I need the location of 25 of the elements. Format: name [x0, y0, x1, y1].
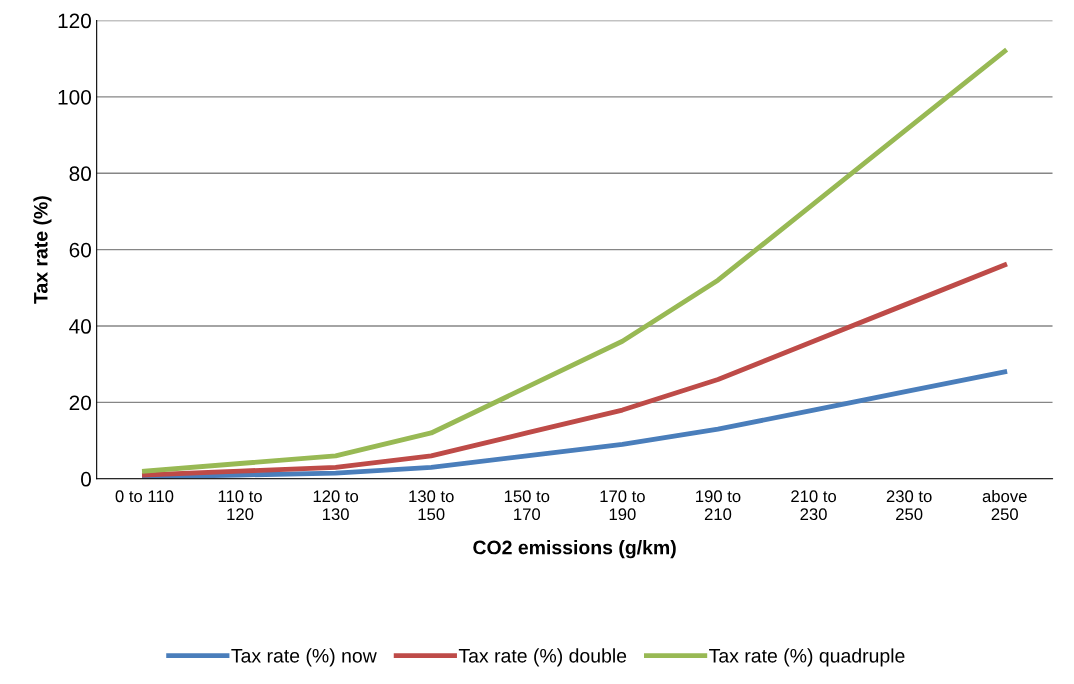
x-tick-label: 190 to 210: [696, 490, 741, 521]
y-tick-label: 40: [69, 319, 91, 334]
y-axis-title: Tax rate (%): [33, 196, 52, 304]
y-tick-label: 120: [58, 13, 91, 29]
y-tick-label: 80: [69, 166, 91, 182]
x-tick-label: 0 to 110: [115, 490, 174, 503]
x-axis-title: CO2 emissions (g/km): [473, 540, 676, 559]
x-tick-label: 150 to 170: [504, 490, 550, 521]
x-tick-label: 110 to 120: [218, 490, 262, 521]
x-tick-label: 120 to 130: [313, 490, 359, 521]
y-tick-label: 100: [58, 89, 91, 105]
line-series: [142, 262, 1008, 478]
y-tick-label: 20: [69, 395, 91, 411]
x-tick-label: 130 to 150: [409, 490, 454, 521]
line-series: [142, 369, 1008, 479]
x-tick-label: above 250: [982, 489, 1027, 521]
y-tick-label: 0: [81, 471, 91, 487]
legend-label: Tax rate (%) quadruple: [709, 648, 905, 667]
line-series: [142, 48, 1008, 474]
x-tick-label: 210 to 230: [791, 490, 837, 521]
x-tick-label: 170 to 190: [600, 490, 645, 521]
y-tick-label: 60: [69, 242, 91, 258]
legend-label: Tax rate (%) double: [458, 648, 627, 667]
legend-label: Tax rate (%) now: [231, 648, 377, 667]
x-tick-label: 230 to 250: [886, 490, 932, 521]
